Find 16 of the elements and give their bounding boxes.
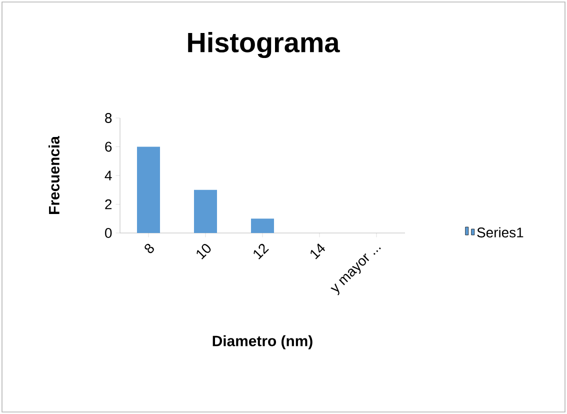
y-tick-label: 8: [105, 113, 112, 123]
chart-title: Histograma: [188, 32, 340, 58]
bar: [137, 146, 160, 233]
y-tick-label: 4: [104, 170, 112, 180]
y-tick-label: 6: [105, 142, 112, 152]
x-tick-label: 14: [310, 243, 326, 260]
y-axis-title: Frecuencia: [48, 136, 60, 214]
y-tick-label: 0: [105, 228, 112, 238]
x-tick-label: 10: [196, 244, 211, 260]
x-tick-label: 8: [144, 244, 154, 254]
legend-label: Series1: [477, 227, 524, 238]
bar: [251, 218, 274, 233]
y-tick-label: 2: [105, 199, 112, 210]
x-axis-title: Diametro (nm): [212, 335, 312, 350]
x-tick-label: 12: [254, 244, 269, 260]
bar: [194, 190, 217, 233]
